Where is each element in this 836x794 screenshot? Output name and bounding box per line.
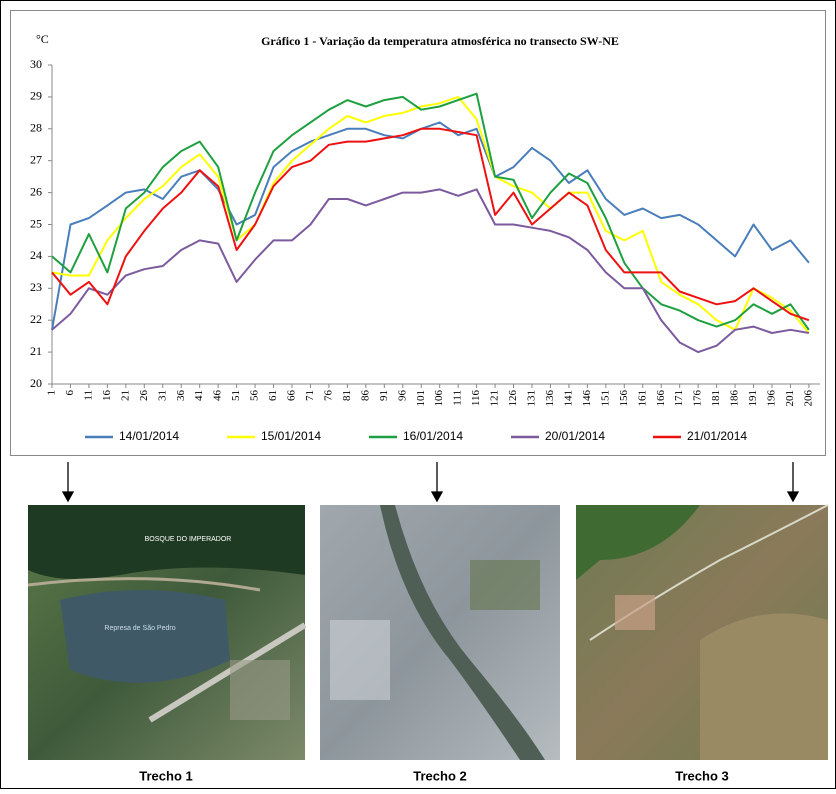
x-tick-label: 51 (230, 390, 242, 401)
y-tick-label: 28 (30, 121, 42, 135)
x-tick-label: 41 (193, 390, 205, 401)
y-tick-label: 26 (30, 184, 42, 198)
photo-1: BOSQUE DO IMPERADOR Represa de São Pedro (28, 505, 305, 760)
y-tick-label: 24 (30, 248, 42, 262)
x-tick-label: 106 (433, 390, 445, 407)
x-tick-label: 161 (636, 390, 648, 407)
x-tick-label: 131 (526, 390, 538, 407)
x-tick-label: 26 (138, 390, 150, 402)
x-tick-label: 76 (322, 390, 334, 402)
y-tick-label: 30 (30, 57, 42, 71)
x-tick-label: 156 (618, 390, 630, 407)
y-tick-label: 20 (30, 376, 42, 390)
x-tick-label: 91 (378, 390, 390, 401)
x-tick-label: 151 (599, 390, 611, 407)
x-tick-label: 191 (747, 390, 759, 407)
x-tick-label: 171 (673, 390, 685, 407)
chart-title: Gráfico 1 - Variação da temperatura atmo… (261, 34, 619, 48)
legend-label: 16/01/2014 (403, 429, 463, 443)
x-tick-label: 121 (489, 390, 501, 407)
x-tick-label: 56 (249, 390, 261, 402)
y-tick-label: 27 (30, 152, 42, 166)
x-tick-label: 81 (341, 390, 353, 401)
x-tick-label: 126 (507, 390, 519, 407)
x-tick-label: 71 (304, 390, 316, 401)
x-tick-label: 116 (470, 390, 482, 407)
x-tick-label: 36 (175, 390, 187, 402)
x-tick-label: 201 (784, 390, 796, 407)
photo-2 (320, 505, 560, 760)
legend-label: 21/01/2014 (687, 429, 747, 443)
x-tick-label: 196 (766, 390, 778, 407)
x-tick-label: 146 (581, 390, 593, 407)
y-tick-label: 29 (30, 89, 42, 103)
x-tick-label: 31 (156, 390, 168, 401)
x-tick-label: 66 (286, 390, 298, 402)
x-tick-label: 46 (212, 390, 224, 402)
panel-label: Trecho 2 (413, 768, 466, 783)
x-tick-label: 6 (64, 390, 76, 396)
photo-annotation: BOSQUE DO IMPERADOR (145, 536, 232, 543)
panel-label: Trecho 3 (675, 768, 728, 783)
arrows (63, 462, 798, 501)
x-tick-label: 141 (562, 390, 574, 407)
x-tick-label: 1 (46, 390, 58, 396)
chart-border (11, 11, 826, 456)
panel-label: Trecho 1 (139, 768, 192, 783)
photo-annotation: Represa de São Pedro (104, 625, 175, 632)
y-tick-label: 22 (30, 312, 42, 326)
x-tick-label: 166 (655, 390, 667, 407)
legend-label: 14/01/2014 (119, 429, 179, 443)
photo-3 (576, 505, 828, 760)
y-tick-label: 21 (30, 344, 42, 358)
x-tick-label: 101 (415, 390, 427, 407)
y-unit: °C (36, 32, 49, 46)
y-tick-label: 25 (30, 216, 42, 230)
x-tick-label: 16 (101, 390, 113, 402)
x-tick-label: 96 (396, 390, 408, 402)
legend-label: 15/01/2014 (261, 429, 321, 443)
x-tick-label: 21 (119, 390, 131, 401)
x-tick-label: 206 (802, 390, 814, 407)
legend-label: 20/01/2014 (545, 429, 605, 443)
x-tick-label: 181 (710, 390, 722, 407)
x-tick-label: 61 (267, 390, 279, 401)
x-tick-label: 111 (452, 390, 464, 406)
x-tick-label: 136 (544, 390, 556, 407)
x-tick-label: 86 (359, 390, 371, 402)
x-tick-label: 176 (692, 390, 704, 407)
figure: Gráfico 1 - Variação da temperatura atmo… (0, 0, 836, 789)
x-tick-label: 11 (82, 390, 94, 401)
x-tick-label: 186 (729, 390, 741, 407)
y-tick-label: 23 (30, 280, 42, 294)
